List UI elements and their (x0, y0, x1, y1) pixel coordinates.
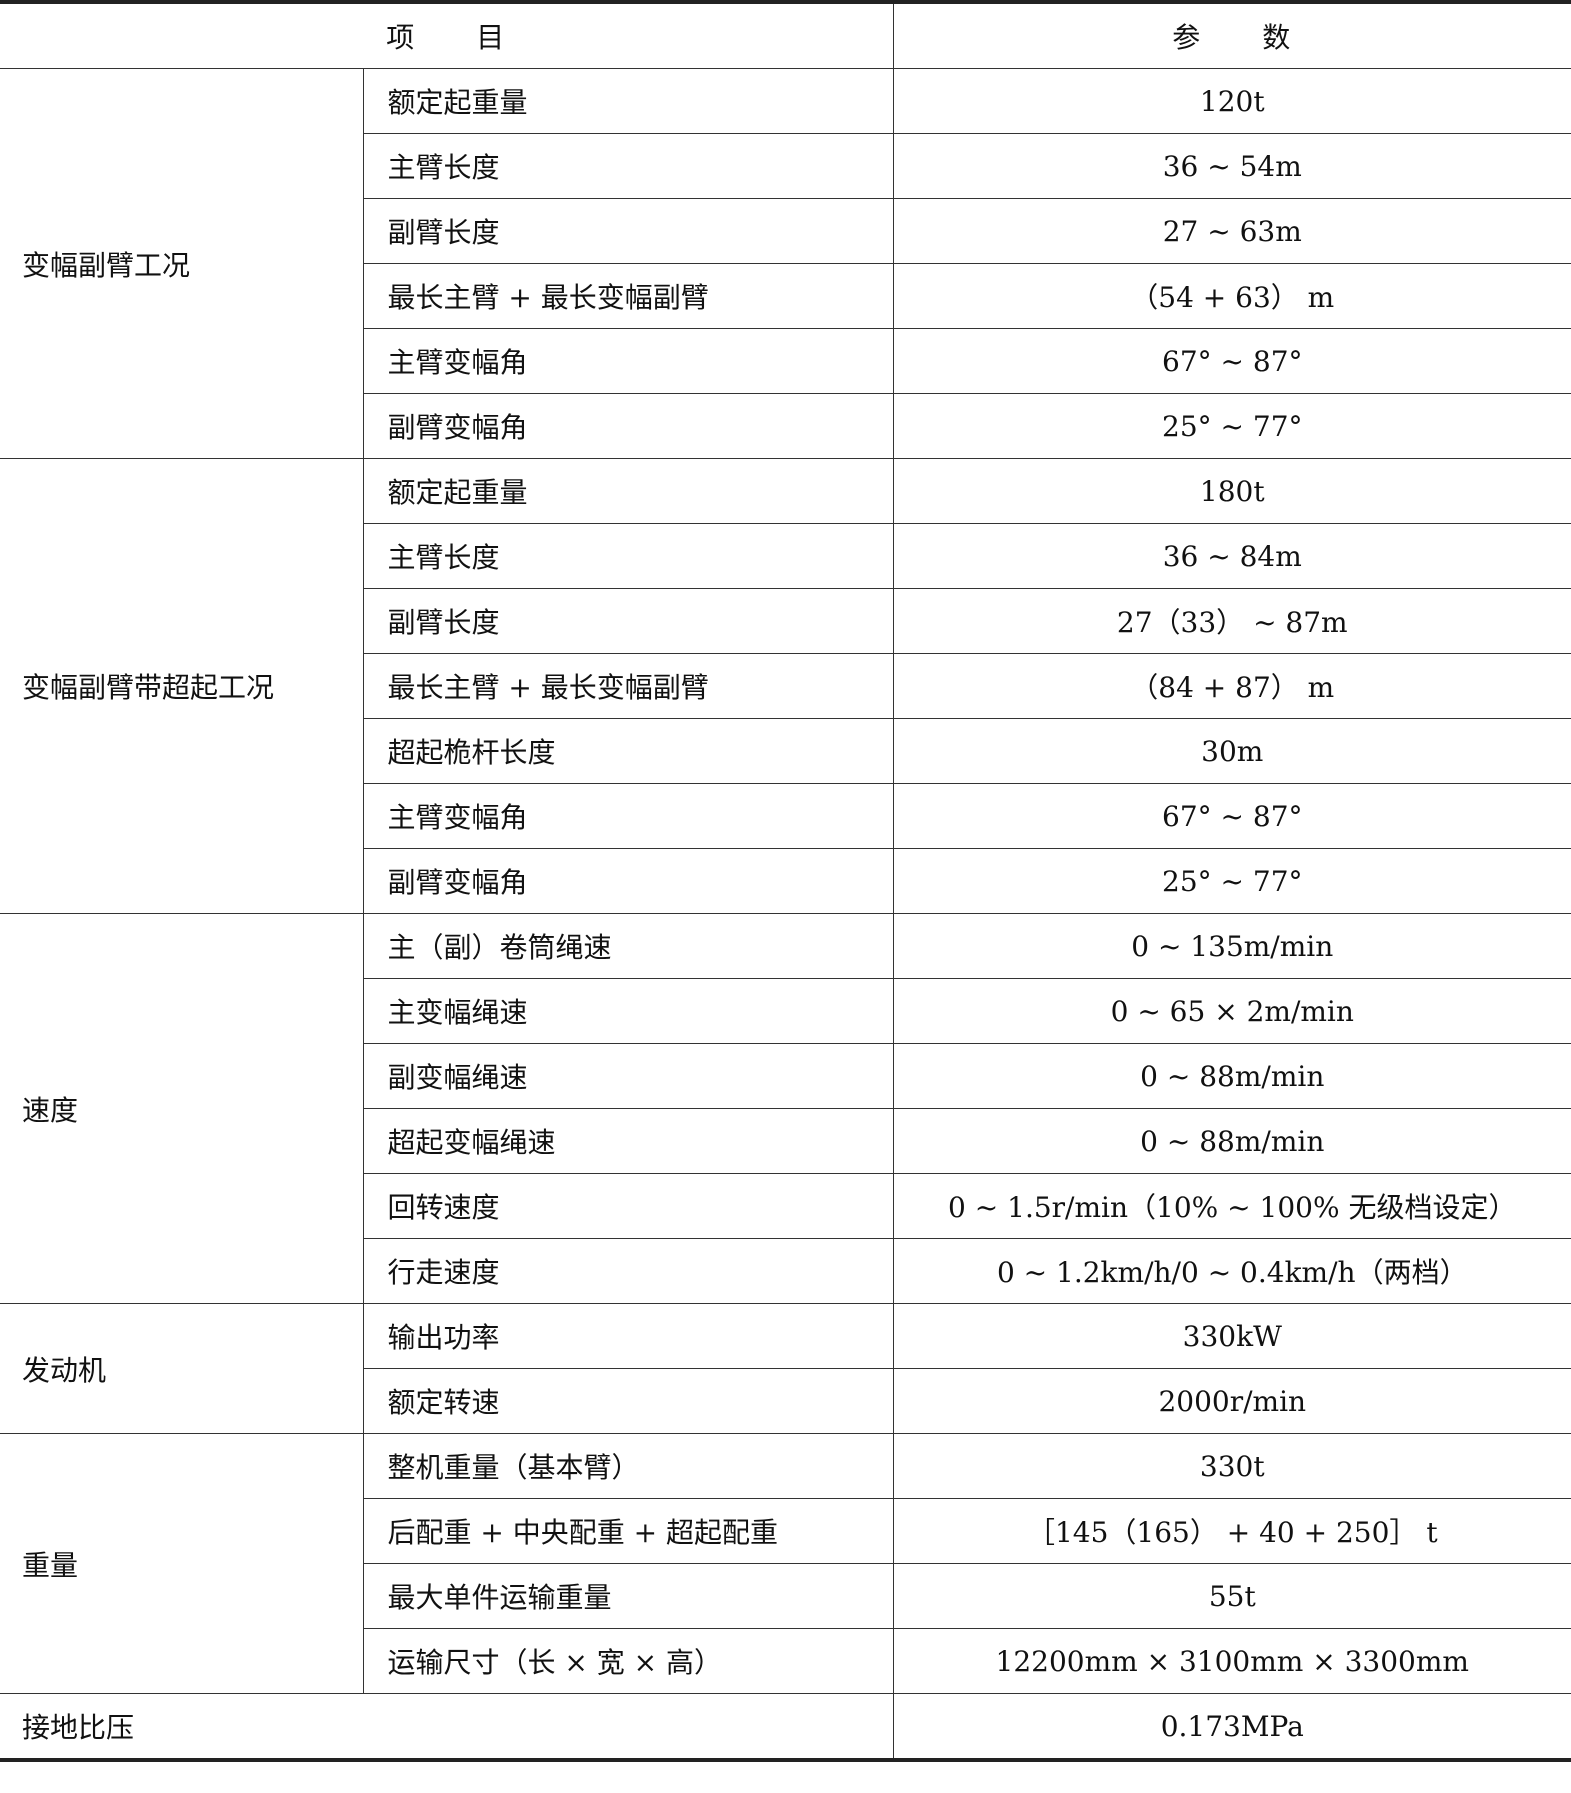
param-value: 67° ~ 87° (892, 783, 1571, 849)
param-value: 27 ~ 63m (892, 198, 1571, 264)
param-value: 30m (892, 718, 1571, 784)
item-label: 最大单件运输重量 (363, 1563, 894, 1629)
param-value: 25° ~ 77° (892, 848, 1571, 914)
table-row: 最大单件运输重量 55t (0, 1563, 1571, 1629)
item-label: 主（副）卷筒绳速 (362, 913, 894, 979)
table-row: 副臂变幅角 25° ~ 77° (0, 393, 1571, 459)
item-label: 主臂变幅角 (363, 783, 894, 849)
param-value: 12200mm × 3100mm × 3300mm (892, 1628, 1571, 1694)
table-row: 重量 整机重量（基本臂） 330t (0, 1433, 1571, 1694)
param-value: 0 ~ 88m/min (892, 1108, 1571, 1174)
table-row: 主臂变幅角 67° ~ 87° (0, 328, 1571, 394)
param-value: 0 ~ 88m/min (892, 1043, 1571, 1109)
group-label: 重量 (0, 1433, 364, 1694)
table-row: 运输尺寸（长 × 宽 × 高） 12200mm × 3100mm × 3300mm (0, 1628, 1571, 1694)
header-row: 项 目 参 数 (0, 0, 1571, 69)
item-label: 副臂变幅角 (363, 393, 894, 459)
table-row: 变幅副臂工况 额定起重量 120t (0, 68, 1571, 459)
param-value: 2000r/min (892, 1368, 1571, 1434)
table-row: 最长主臂 + 最长变幅副臂 （84 + 87） m (0, 653, 1571, 719)
table-row: 主臂长度 36 ~ 54m (0, 133, 1571, 199)
footer-value: 0.173MPa (892, 1693, 1571, 1762)
param-value: （54 + 63） m (892, 263, 1571, 329)
item-label: 最长主臂 + 最长变幅副臂 (363, 653, 894, 719)
param-value: 0 ~ 65 × 2m/min (892, 978, 1571, 1044)
table-row: 行走速度 0 ~ 1.2km/h/0 ~ 0.4km/h（两档） (0, 1238, 1571, 1304)
param-value: 330kW (892, 1303, 1571, 1369)
item-label: 整机重量（基本臂） (362, 1433, 894, 1499)
table-row: 回转速度 0 ~ 1.5r/min（10% ~ 100% 无级档设定） (0, 1173, 1571, 1239)
table-row: 超起变幅绳速 0 ~ 88m/min (0, 1108, 1571, 1174)
item-label: 额定转速 (363, 1368, 894, 1434)
param-value: 0 ~ 1.2km/h/0 ~ 0.4km/h（两档） (892, 1238, 1571, 1304)
param-value: 36 ~ 54m (892, 133, 1571, 199)
item-label: 主臂变幅角 (363, 328, 894, 394)
table-row: 后配重 + 中央配重 + 超起配重 ［145（165） + 40 + 250］ t (0, 1498, 1571, 1564)
item-label: 副臂变幅角 (363, 848, 894, 914)
table-row: 变幅副臂带超起工况 额定起重量 180t (0, 458, 1571, 914)
item-label: 主臂长度 (363, 133, 894, 199)
item-label: 输出功率 (362, 1303, 894, 1369)
header-param: 参 数 (892, 0, 1571, 69)
param-value: 27（33） ~ 87m (892, 588, 1571, 654)
param-value: 120t (892, 68, 1571, 134)
item-label: 额定起重量 (362, 68, 894, 134)
param-value: 36 ~ 84m (892, 523, 1571, 589)
param-value: 0 ~ 135m/min (892, 913, 1571, 979)
table-row: 主臂变幅角 67° ~ 87° (0, 783, 1571, 849)
item-label: 额定起重量 (362, 458, 894, 524)
table-row: 副臂长度 27（33） ~ 87m (0, 588, 1571, 654)
table-row: 速度 主（副）卷筒绳速 0 ~ 135m/min (0, 913, 1571, 1304)
footer-label: 接地比压 (0, 1693, 894, 1762)
header-item: 项 目 (0, 0, 894, 69)
item-label: 最长主臂 + 最长变幅副臂 (363, 263, 894, 329)
group-label: 发动机 (0, 1303, 364, 1434)
table-row: 副臂长度 27 ~ 63m (0, 198, 1571, 264)
group-label: 变幅副臂工况 (0, 68, 364, 459)
param-value: 25° ~ 77° (892, 393, 1571, 459)
item-label: 后配重 + 中央配重 + 超起配重 (363, 1498, 894, 1564)
group-label: 变幅副臂带超起工况 (0, 458, 364, 914)
item-label: 副臂长度 (363, 588, 894, 654)
item-label: 副臂长度 (363, 198, 894, 264)
item-label: 超起变幅绳速 (363, 1108, 894, 1174)
param-value: （84 + 87） m (892, 653, 1571, 719)
table-row: 额定转速 2000r/min (0, 1368, 1571, 1434)
table-row: 主臂长度 36 ~ 84m (0, 523, 1571, 589)
group-label: 速度 (0, 913, 364, 1304)
param-value: 180t (892, 458, 1571, 524)
item-label: 副变幅绳速 (363, 1043, 894, 1109)
param-value: 55t (892, 1563, 1571, 1629)
item-label: 超起桅杆长度 (363, 718, 894, 784)
item-label: 运输尺寸（长 × 宽 × 高） (363, 1628, 894, 1694)
param-value: 330t (892, 1433, 1571, 1499)
item-label: 主变幅绳速 (363, 978, 894, 1044)
item-label: 行走速度 (363, 1238, 894, 1304)
footer-row: 接地比压 0.173MPa (0, 1693, 1571, 1762)
item-label: 回转速度 (363, 1173, 894, 1239)
param-value: 0 ~ 1.5r/min（10% ~ 100% 无级档设定） (892, 1173, 1571, 1239)
item-label: 主臂长度 (363, 523, 894, 589)
param-value: ［145（165） + 40 + 250］ t (892, 1498, 1571, 1564)
table-row: 发动机 输出功率 330kW (0, 1303, 1571, 1434)
param-value: 67° ~ 87° (892, 328, 1571, 394)
